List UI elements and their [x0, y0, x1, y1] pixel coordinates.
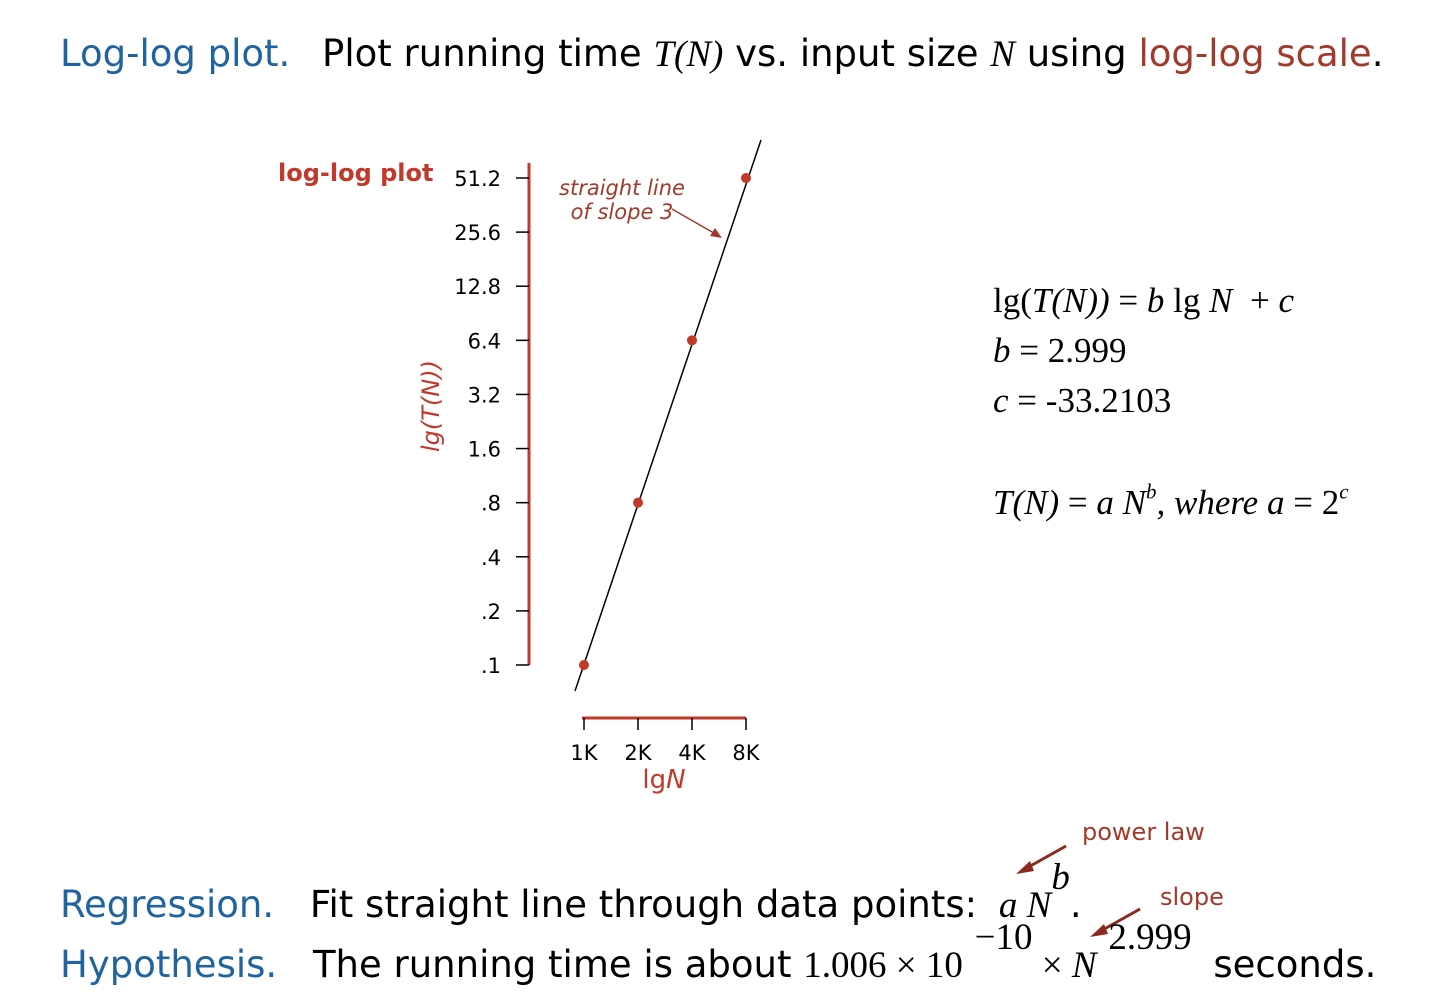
eq1-n2: N — [1209, 281, 1233, 320]
x-tick-label: 2K — [624, 741, 652, 765]
regression-term: Regression. — [60, 882, 275, 926]
eq1-b: b — [1146, 281, 1165, 320]
eq4-n2: N — [1113, 483, 1146, 522]
hypothesis-times: × — [1032, 944, 1072, 986]
eq4-where: , where — [1156, 483, 1267, 522]
eq1-t: T — [1031, 281, 1052, 320]
eq3-c: c — [993, 381, 1009, 420]
header-var-t: T — [653, 34, 675, 75]
equation-1: lg(T(N)) = b lg N + c — [993, 276, 1349, 326]
regression-n: N — [1017, 884, 1052, 926]
y-tick-label: 3.2 — [468, 383, 501, 407]
y-tick-label: 6.4 — [468, 329, 501, 353]
eq4-rest: = 2 — [1284, 483, 1340, 522]
eq2-b: b — [993, 331, 1011, 370]
header-var-n: N — [990, 34, 1015, 75]
hypothesis-coef: 1.006 × 10 — [803, 944, 963, 986]
eq1-lg2: lg — [1164, 281, 1210, 320]
regression-end: . — [1069, 882, 1082, 926]
annotation-arrow — [671, 208, 720, 237]
header-text-3: using — [1026, 32, 1127, 75]
y-tick-label: 1.6 — [468, 438, 501, 462]
hypothesis-pow: 2.999 — [1108, 917, 1192, 958]
y-tick-label: 25.6 — [454, 221, 501, 245]
eq1-lg: lg( — [993, 281, 1032, 320]
hypothesis-exp: −10 — [974, 917, 1033, 958]
y-tick-label: 51.2 — [454, 167, 501, 191]
header-end: . — [1371, 32, 1384, 75]
y-tick-label: .2 — [481, 600, 501, 624]
regression-text: Fit straight line through data points: — [309, 882, 978, 926]
y-ticks: .1 .2 .4 .8 1.6 3.2 6.4 12.8 25.6 51.2 — [454, 167, 529, 678]
equation-2: b = 2.999 — [993, 326, 1349, 376]
y-tick-label: .8 — [481, 492, 501, 516]
eq4-t: T — [993, 483, 1013, 522]
regression-equations: lg(T(N)) = b lg N + c b = 2.999 c = -33.… — [993, 276, 1349, 528]
y-tick-label: .1 — [481, 654, 501, 678]
header-term: Log-log plot. — [60, 32, 291, 75]
power-law-callout: power law — [1082, 818, 1205, 846]
eq4-n: (N) — [1012, 483, 1060, 522]
hypothesis-n: N — [1071, 944, 1097, 986]
header-highlight: log-log scale — [1138, 32, 1372, 75]
y-tick-label: 12.8 — [454, 275, 501, 299]
eq4-a: a — [1096, 483, 1114, 522]
data-point — [741, 173, 751, 183]
hypothesis-end: seconds. — [1213, 942, 1377, 986]
eq4-c: c — [1339, 479, 1349, 504]
eq4-eq: = — [1059, 483, 1097, 522]
slope-callout: slope — [1160, 883, 1224, 911]
eq4-a2: a — [1266, 483, 1285, 522]
equation-3: c = -33.2103 — [993, 376, 1349, 426]
data-point — [687, 335, 697, 346]
header-text-2: vs. input size — [735, 32, 979, 75]
chart-title: log-log plot — [278, 159, 433, 187]
eq1-plus: + — [1232, 281, 1279, 320]
hypothesis-text: The running time is about — [312, 942, 792, 986]
regression-line: Regression. Fit straight line through da… — [60, 859, 1082, 927]
header-paren-n: (N) — [674, 34, 724, 75]
page-header: Log-log plot. Plot running time T(N) vs.… — [60, 32, 1383, 76]
y-axis-label: lg(T(N)) — [417, 360, 445, 452]
regression-a: a — [998, 884, 1018, 926]
fit-line — [574, 139, 762, 692]
eq4-b: b — [1145, 479, 1157, 504]
header-text-1: Plot running time — [322, 32, 642, 75]
equation-4: T(N) = a Nb, where a = 2c — [993, 478, 1349, 528]
x-tick-label: 4K — [678, 741, 706, 765]
x-tick-label: 8K — [732, 741, 760, 765]
data-point — [579, 660, 589, 670]
y-tick-label: .4 — [481, 546, 501, 570]
data-point — [633, 497, 643, 508]
annotation-line-1: straight line — [559, 176, 685, 200]
x-ticks: 1K 2K 4K 8K — [570, 718, 761, 765]
eq1-n: (N)) — [1051, 281, 1110, 320]
eq2-rest: = 2.999 — [1010, 331, 1127, 370]
x-axis-label: lgN — [642, 765, 685, 795]
eq1-eq: = — [1109, 281, 1147, 320]
annotation-arrowhead — [710, 228, 722, 238]
eq3-rest: = -33.2103 — [1008, 381, 1172, 420]
hypothesis-term: Hypothesis. — [60, 942, 278, 986]
eq1-c: c — [1278, 281, 1295, 320]
annotation-line-2: of slope 3 — [571, 200, 674, 224]
hypothesis-line: Hypothesis. The running time is about 1.… — [60, 919, 1377, 987]
regression-b: b — [1051, 857, 1070, 898]
data-points — [579, 173, 751, 670]
x-tick-label: 1K — [570, 741, 598, 765]
